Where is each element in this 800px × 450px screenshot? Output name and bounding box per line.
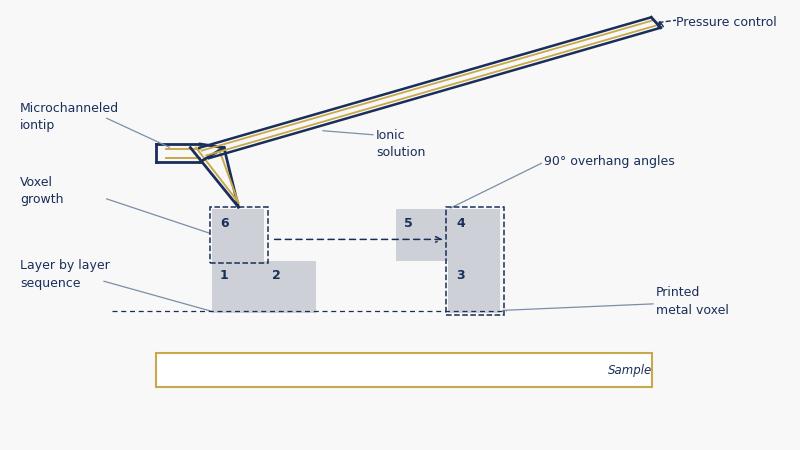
Text: 3: 3 xyxy=(456,269,465,282)
Bar xyxy=(448,261,500,313)
Text: 1: 1 xyxy=(220,269,229,282)
Bar xyxy=(212,261,264,313)
Bar xyxy=(156,353,652,387)
Text: 5: 5 xyxy=(404,217,413,230)
Text: Printed
metal voxel: Printed metal voxel xyxy=(656,287,729,316)
Bar xyxy=(396,209,448,261)
Text: 6: 6 xyxy=(220,217,229,230)
Text: Ionic
solution: Ionic solution xyxy=(376,129,426,159)
Text: 90° overhang angles: 90° overhang angles xyxy=(544,156,674,168)
Text: 2: 2 xyxy=(272,269,281,282)
Bar xyxy=(446,207,504,315)
Text: Microchanneled
iontip: Microchanneled iontip xyxy=(20,102,119,132)
Text: Pressure control: Pressure control xyxy=(676,16,777,29)
Text: Voxel
growth: Voxel growth xyxy=(20,176,63,206)
Text: Sample: Sample xyxy=(608,364,652,377)
Bar xyxy=(264,261,316,313)
Bar xyxy=(210,207,268,263)
Bar xyxy=(212,209,264,261)
Bar xyxy=(448,209,500,261)
Text: Layer by layer
sequence: Layer by layer sequence xyxy=(20,260,110,289)
Text: 4: 4 xyxy=(456,217,465,230)
